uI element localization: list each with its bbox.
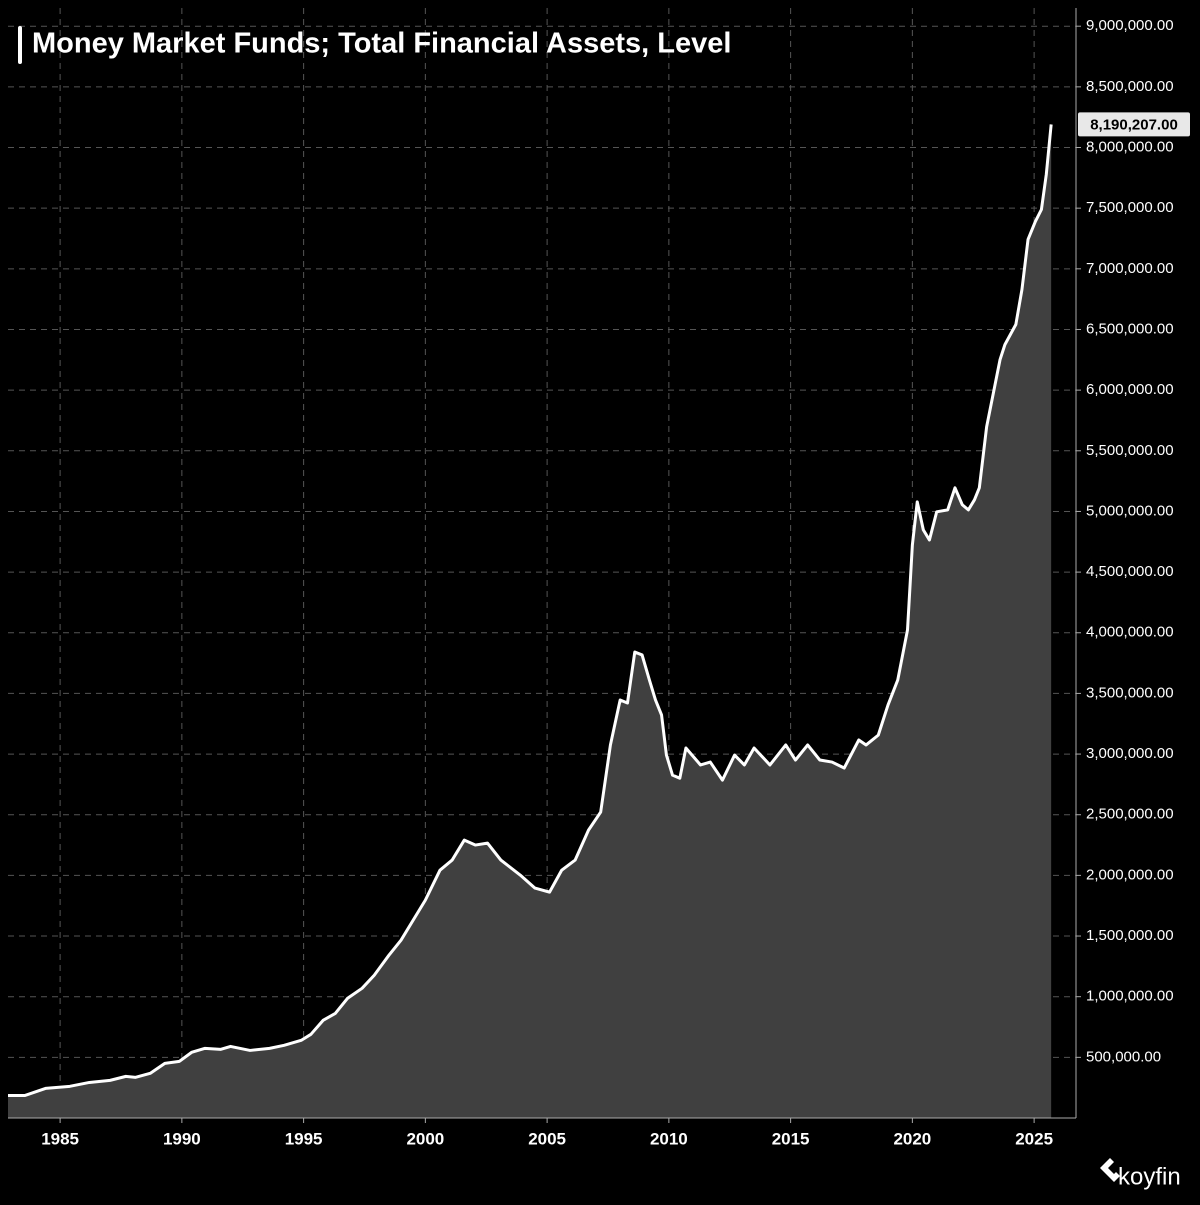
area-fill: [8, 124, 1052, 1119]
y-tick-label: 6,000,000.00: [1086, 381, 1174, 398]
y-tick-label: 8,500,000.00: [1086, 78, 1174, 95]
y-tick-label: 2,500,000.00: [1086, 806, 1174, 823]
x-tick-label: 2015: [772, 1129, 810, 1148]
y-tick-label: 2,000,000.00: [1086, 866, 1174, 883]
y-tick-label: 6,500,000.00: [1086, 320, 1174, 337]
x-tick-label: 1985: [41, 1129, 79, 1148]
axes: 500,000.00 1,000,000.00 1,500,000.00 2,000,…: [41, 17, 1190, 1148]
watermark: koyfin: [1118, 1163, 1181, 1190]
y-tick-label: 1,000,000.00: [1086, 988, 1174, 1005]
y-tick-label: 3,000,000.00: [1086, 745, 1174, 762]
y-tick-label: 7,500,000.00: [1086, 199, 1174, 216]
y-tick-label: 500,000.00: [1086, 1048, 1161, 1065]
title-bar: [18, 26, 22, 64]
last-value-label: 8,190,207.00: [1090, 116, 1178, 133]
x-tick-label: 2000: [406, 1129, 444, 1148]
y-tick-label: 1,500,000.00: [1086, 927, 1174, 944]
y-tick-label: 4,500,000.00: [1086, 563, 1174, 580]
x-tick-label: 2010: [650, 1129, 688, 1148]
y-tick-label: 5,000,000.00: [1086, 502, 1174, 519]
y-tick-label: 8,000,000.00: [1086, 138, 1174, 155]
plot: [8, 124, 1053, 1119]
y-tick-label: 9,000,000.00: [1086, 17, 1174, 34]
y-tick-label: 3,500,000.00: [1086, 684, 1174, 701]
y-tick-label: 4,000,000.00: [1086, 624, 1174, 641]
x-tick-label: 2020: [893, 1129, 931, 1148]
y-tick-label: 5,500,000.00: [1086, 442, 1174, 459]
y-tick-label: 7,000,000.00: [1086, 260, 1174, 277]
x-tick-label: 1995: [285, 1129, 323, 1148]
x-tick-label: 2005: [528, 1129, 566, 1148]
last-value-tag: [1078, 112, 1190, 137]
line: [8, 124, 1053, 1097]
x-tick-label: 1990: [163, 1129, 201, 1148]
x-tick-label: 2025: [1015, 1129, 1053, 1148]
watermark-logo: koyfin: [1100, 1158, 1181, 1190]
logo-icon: [1100, 1158, 1120, 1182]
chart-title: Money Market Funds; Total Financial Asse…: [32, 28, 731, 60]
